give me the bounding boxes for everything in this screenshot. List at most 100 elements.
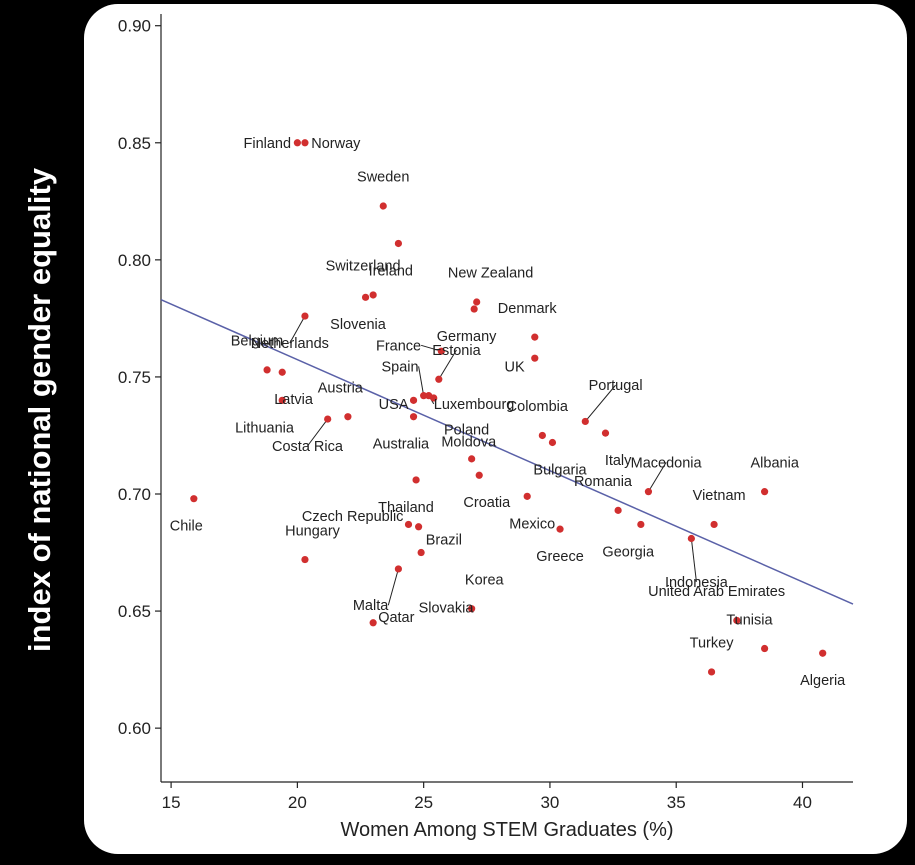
leader-lines (289, 315, 697, 606)
data-label: Mexico (509, 516, 555, 532)
data-label: Tunisia (726, 612, 773, 628)
y-tick-label: 0.75 (118, 368, 151, 387)
data-label: Albania (751, 455, 800, 471)
data-label: Bulgaria (533, 462, 587, 478)
y-tick-label: 0.70 (118, 485, 151, 504)
data-point (644, 488, 653, 496)
data-point (601, 429, 610, 437)
data-point (687, 534, 695, 543)
data-point (263, 366, 271, 374)
x-tick-label: 15 (162, 793, 181, 812)
data-point (278, 396, 286, 404)
data-label: Norway (311, 136, 361, 152)
data-label: Switzerland (326, 259, 401, 275)
data-label: Australia (373, 437, 430, 453)
leader-line (387, 568, 399, 606)
leader-line (438, 349, 457, 380)
data-label: Italy (605, 453, 632, 469)
data-point (190, 495, 198, 503)
data-label: Portugal (589, 378, 643, 394)
data-label: New Zealand (448, 266, 533, 282)
data-label: Belgium (231, 334, 283, 350)
data-point (614, 506, 622, 514)
data-label: Poland (444, 423, 489, 439)
data-point (761, 644, 769, 653)
data-point (437, 347, 445, 355)
data-label: Georgia (602, 544, 655, 560)
data-label: Latvia (274, 392, 314, 408)
data-point (293, 139, 301, 147)
data-point (707, 668, 716, 676)
x-axis-ticks: 15 20 25 30 35 40 (162, 782, 812, 812)
data-label: Brazil (426, 533, 462, 549)
data-label: Denmark (498, 301, 558, 317)
x-tick-label: 25 (414, 793, 433, 812)
y-axis-title: index of national gender equality (22, 167, 57, 653)
data-point (361, 293, 370, 301)
data-point (324, 415, 332, 423)
data-label: Spain (382, 359, 419, 375)
data-point (556, 525, 564, 533)
trendline-layer (160, 298, 854, 605)
data-label: Hungary (285, 523, 341, 539)
x-axis-title: Women Among STEM Graduates (%) (340, 819, 673, 841)
data-label: USA (379, 397, 409, 413)
data-label: Austria (318, 380, 364, 396)
data-label: United Arab Emirates (648, 584, 785, 600)
data-label: Chile (170, 519, 203, 535)
data-label: Costa Rica (272, 439, 344, 455)
data-label: Greece (536, 549, 584, 565)
data-point (394, 565, 403, 573)
data-label: Romania (574, 474, 633, 490)
data-label: Ireland (369, 263, 413, 279)
data-point (417, 548, 425, 557)
data-label: Czech Republic (302, 509, 404, 525)
leader-line (584, 384, 616, 422)
data-label: France (376, 338, 421, 354)
data-point (409, 413, 418, 421)
data-label: Estonia (432, 343, 481, 359)
data-point (637, 520, 645, 529)
data-label: Thailand (378, 500, 434, 516)
data-label: Luxembourg (434, 397, 515, 413)
data-label: Sweden (357, 170, 409, 186)
data-label: Lithuania (235, 420, 295, 436)
data-point (301, 312, 309, 320)
y-axis-ticks: 0.60 0.65 0.70 0.75 0.80 0.85 0.90 (118, 17, 161, 738)
y-tick-label: 0.80 (118, 251, 151, 270)
leader-line (690, 538, 697, 582)
data-label: Algeria (800, 673, 846, 689)
data-point (301, 139, 309, 147)
data-points (190, 139, 827, 676)
plot-frame (160, 14, 853, 783)
data-point (468, 455, 476, 463)
data-point (470, 305, 478, 313)
data-point (278, 368, 286, 376)
x-tick-label: 40 (793, 793, 812, 812)
data-label: Vietnam (693, 488, 746, 504)
data-label: Moldova (441, 434, 497, 450)
trendline (160, 298, 854, 605)
data-point (404, 520, 413, 529)
data-point (523, 492, 531, 500)
data-point (531, 354, 539, 362)
data-point (468, 605, 476, 613)
x-tick-label: 35 (667, 793, 686, 812)
data-label: Slovenia (330, 317, 387, 333)
data-point (412, 476, 420, 484)
data-point (369, 291, 377, 299)
chart-card: Finland Norway Sweden Ireland Switzerland Slo… (84, 4, 907, 854)
leader-line (648, 462, 667, 492)
data-point (409, 396, 418, 404)
data-point (819, 649, 827, 657)
data-point (301, 555, 309, 564)
data-label: Korea (465, 572, 505, 588)
data-label: Finland (244, 136, 292, 152)
data-point (420, 392, 428, 400)
data-point (344, 413, 352, 421)
data-label: Germany (437, 329, 497, 345)
data-label: Croatia (463, 495, 511, 511)
data-label: UK (505, 359, 525, 375)
data-point (430, 394, 438, 402)
